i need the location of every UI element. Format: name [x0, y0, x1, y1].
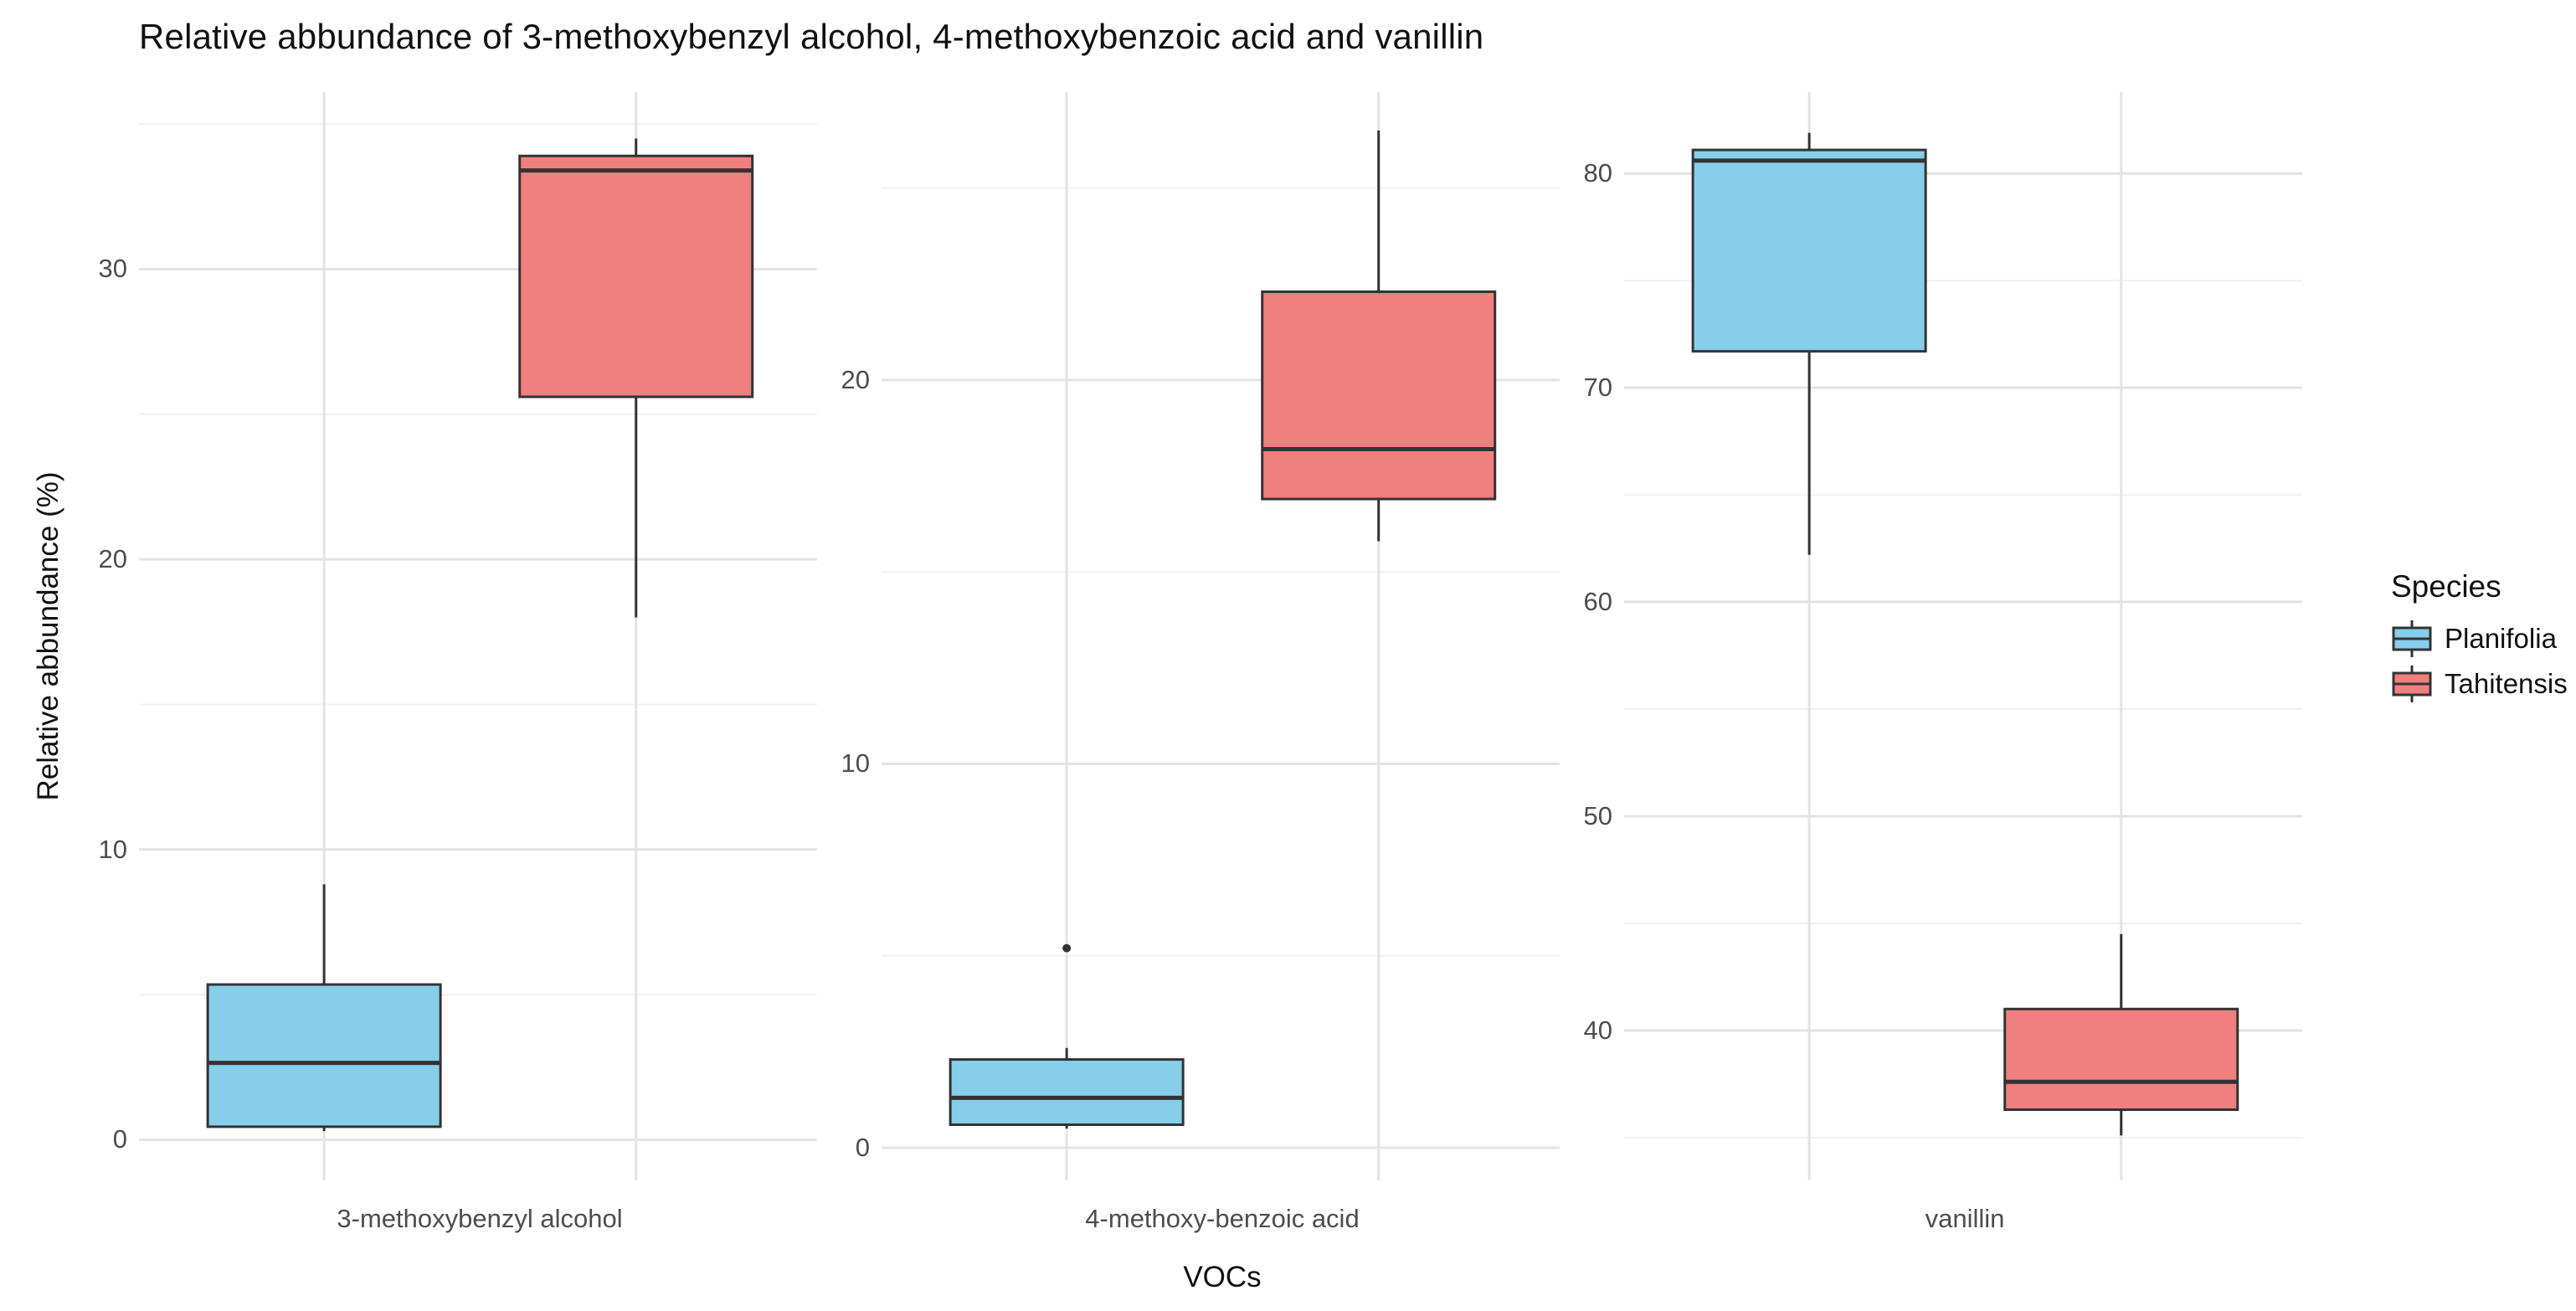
iqr-box: [949, 1058, 1185, 1127]
iqr-box: [1691, 148, 1927, 353]
legend-item-label: Tahitensis: [2445, 668, 2568, 699]
y-tick-label: 10: [98, 834, 127, 864]
iqr-box: [1261, 290, 1497, 501]
facet-panel-3: [1624, 92, 2302, 1180]
boxplot-tahitensis-3: [2003, 933, 2239, 1136]
x-tick-label-facet-1: 3-methoxybenzyl alcohol: [337, 1204, 623, 1233]
iqr-box: [2003, 1007, 2239, 1112]
y-tick-label: 20: [98, 544, 127, 574]
y-tick-label: 40: [1583, 1015, 1612, 1045]
y-tick-label: 10: [841, 748, 870, 779]
x-axis-title: VOCs: [1183, 1261, 1262, 1293]
legend-title: Species: [2391, 569, 2501, 604]
y-tick-label: 80: [1583, 158, 1612, 188]
legend-item-planifolia: Planifolia: [2391, 620, 2568, 658]
facet-panel-1: [139, 92, 817, 1180]
y-tick-label: 50: [1583, 800, 1612, 830]
y-tick-label: 60: [1583, 587, 1612, 617]
outlier-point: [1062, 943, 1072, 953]
legend-item-label: Planifolia: [2445, 623, 2557, 654]
plot-title: Relative abbundance of 3-methoxybenzyl a…: [139, 17, 1484, 56]
y-axis-title: Relative abbundance (%): [32, 471, 64, 801]
boxplot-planifolia-3: [1691, 132, 1927, 555]
boxplot-tahitensis-2: [1261, 130, 1497, 542]
legend: Species Planifolia Tahitensis: [2391, 569, 2568, 710]
boxplot-planifolia-1: [206, 884, 442, 1132]
y-tick-label: 30: [98, 254, 127, 284]
x-tick-label-facet-3: vanillin: [1925, 1204, 2005, 1233]
facet-panel-2: [882, 92, 1560, 1180]
iqr-box: [518, 154, 754, 398]
boxplot-key-icon-tahitensis: [2392, 666, 2432, 702]
iqr-box: [206, 983, 442, 1128]
boxplot-planifolia-2: [949, 943, 1185, 1129]
y-tick-label: 0: [112, 1124, 127, 1154]
y-tick-label: 20: [841, 364, 870, 394]
boxplot-key-icon-planifolia: [2392, 620, 2432, 657]
boxplot-tahitensis-1: [518, 138, 754, 618]
y-tick-label: 0: [855, 1133, 870, 1163]
legend-item-tahitensis: Tahitensis: [2391, 665, 2568, 703]
x-tick-label-facet-2: 4-methoxy-benzoic acid: [1085, 1204, 1360, 1233]
y-tick-label: 70: [1583, 373, 1612, 403]
